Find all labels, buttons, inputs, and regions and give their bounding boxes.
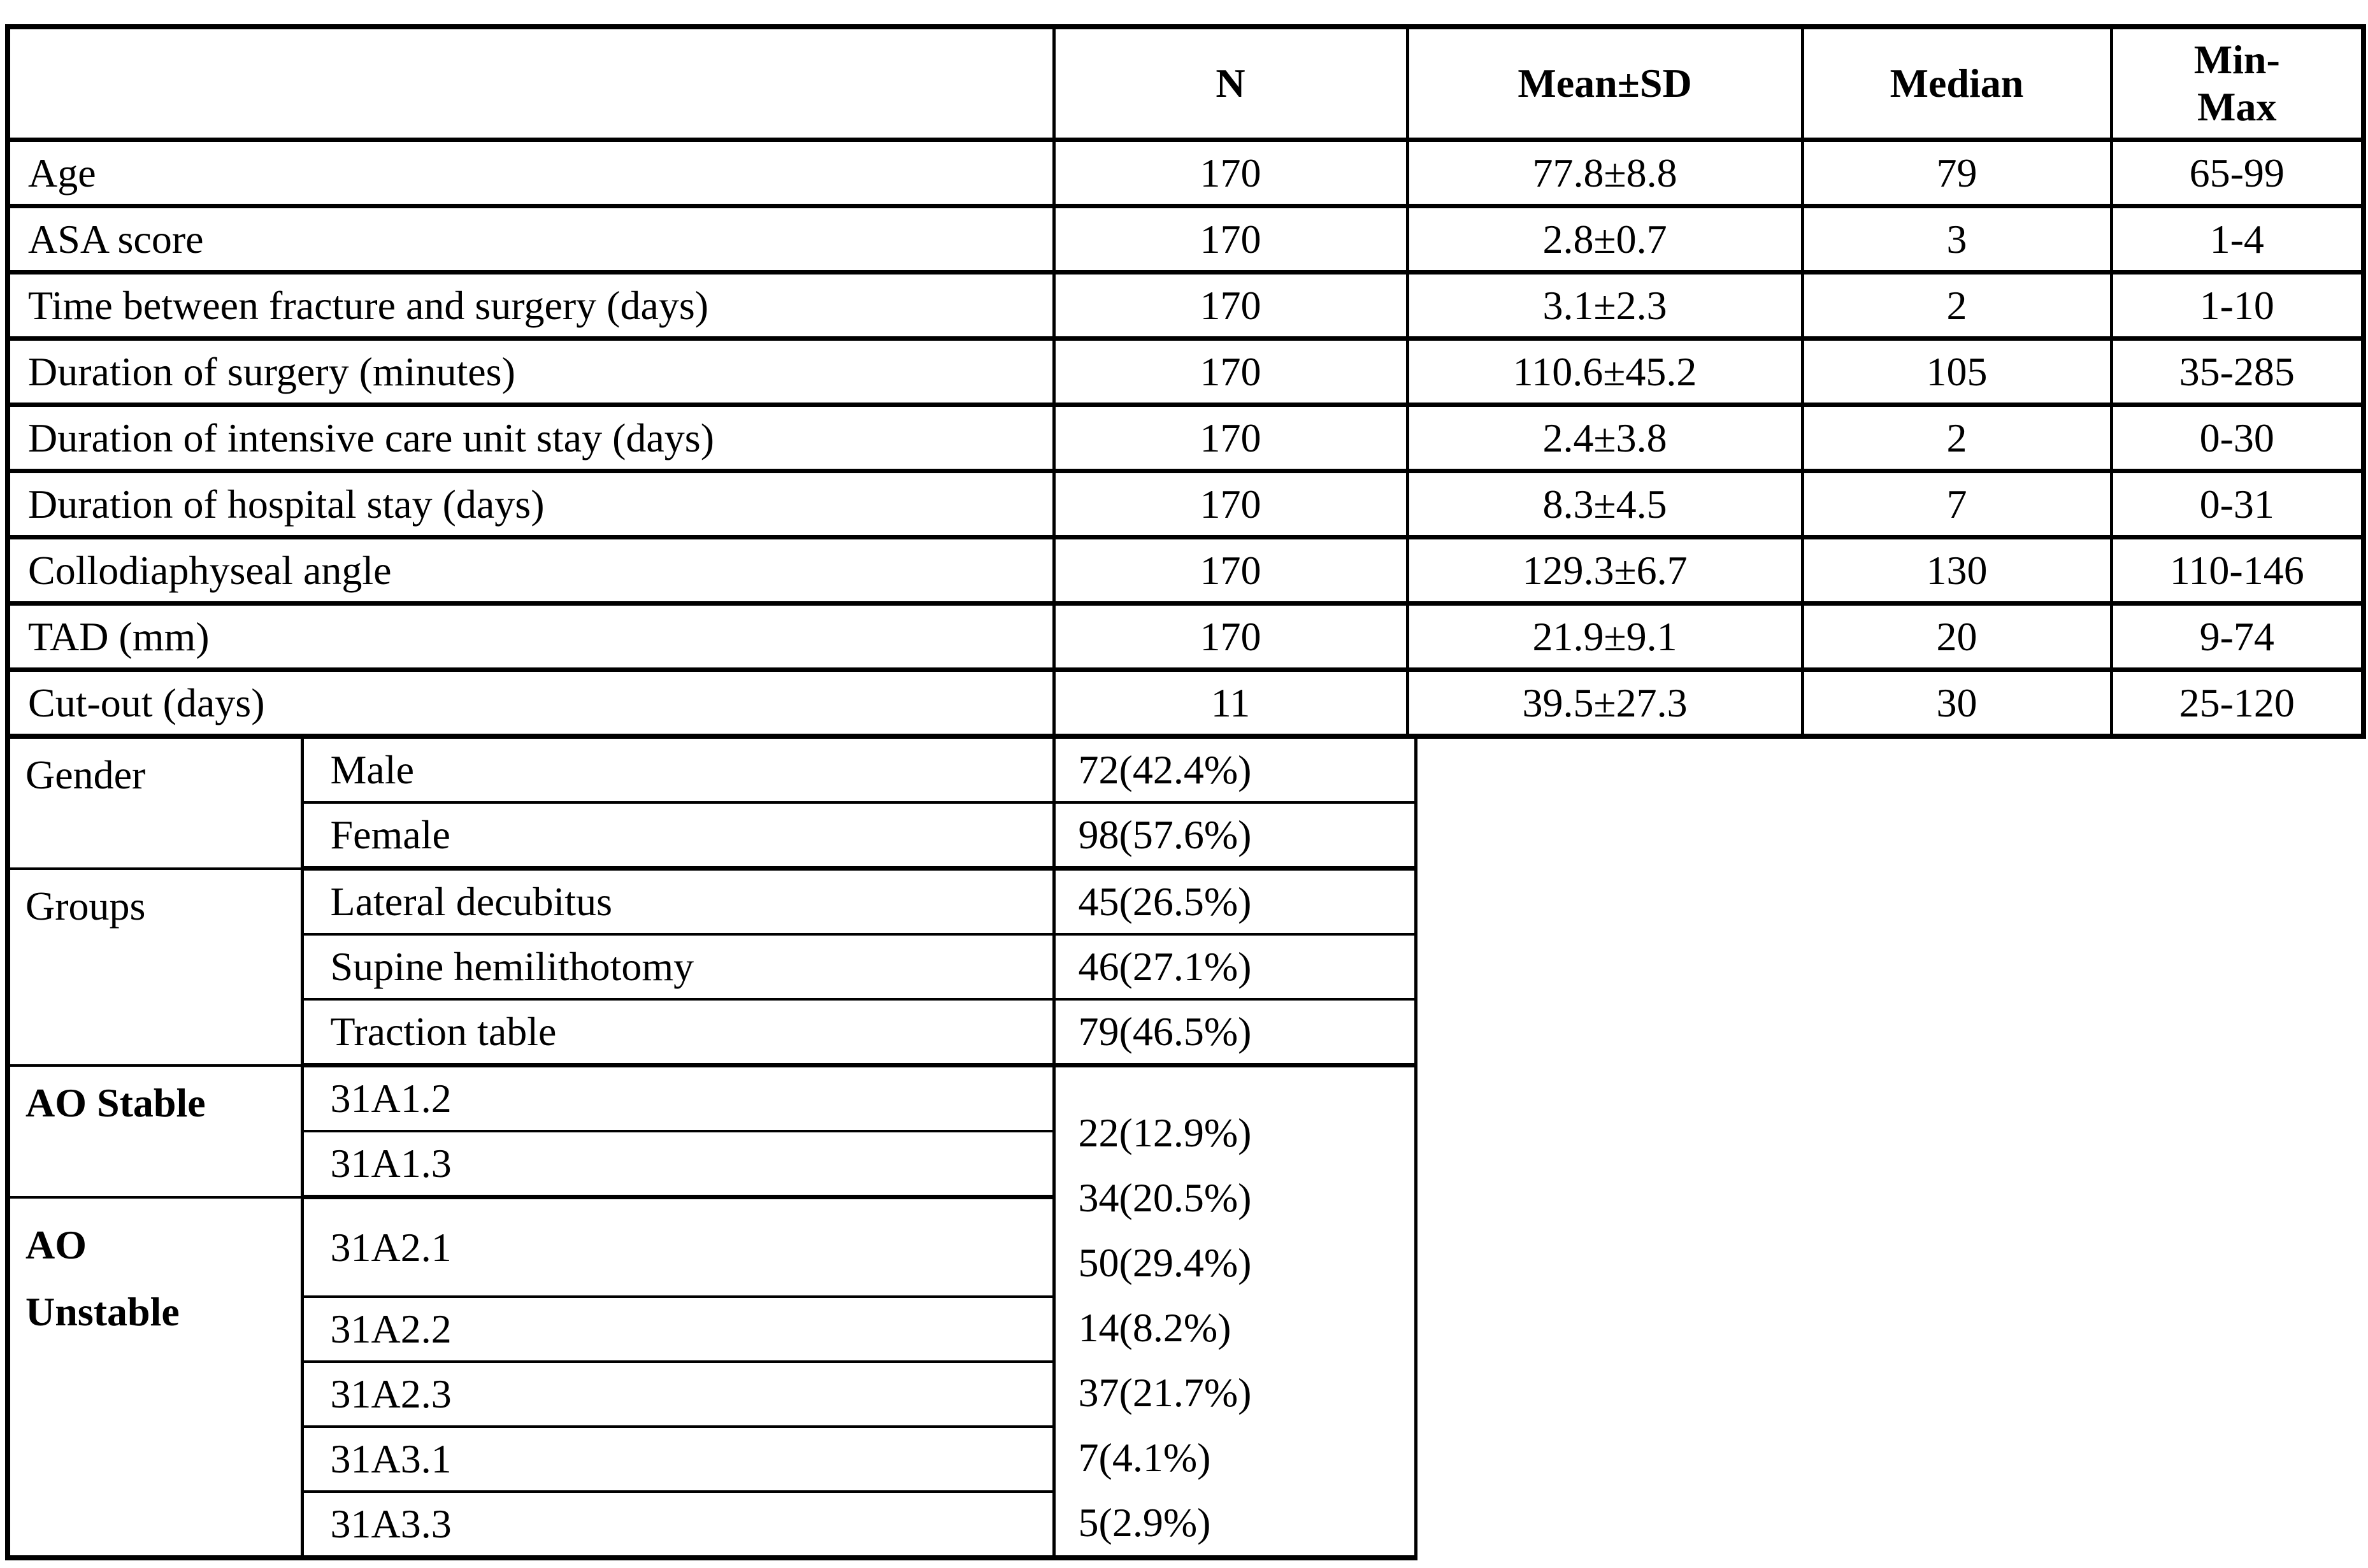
cell-min-max: 1-10 (2109, 270, 2365, 341)
cell-median: 105 (1800, 336, 2113, 407)
header-n: N (1052, 24, 1409, 142)
row-label: Duration of intensive care unit stay (da… (6, 403, 1056, 473)
item-label: Male (300, 739, 1056, 804)
cell-median: 2 (1800, 270, 2113, 341)
cell-mean-sd: 21.9±9.1 (1405, 601, 1804, 672)
table-row-surgery-duration: Duration of surgery (minutes) 170 110.6±… (6, 336, 2365, 407)
cell-n: 170 (1052, 535, 1409, 606)
header-row: N Mean±SD Median Min- Max (6, 24, 2365, 142)
item-value: 79(46.5%) (1052, 998, 1417, 1067)
cell-n: 170 (1052, 336, 1409, 407)
table-row-ao-31a31: 31A3.1 (8, 1425, 1416, 1493)
cell-n: 170 (1052, 270, 1409, 341)
item-value: 98(57.6%) (1052, 801, 1417, 871)
table-row-cut-out: Cut-out (days) 11 39.5±27.3 30 25-120 (6, 667, 2365, 739)
header-median: Median (1800, 24, 2113, 142)
table-row-ao-31a21: AO Unstable 31A2.1 (6, 1195, 1416, 1559)
row-label: Time between fracture and surgery (days) (6, 270, 1056, 341)
cell-mean-sd: 77.8±8.8 (1405, 138, 1804, 208)
table-row-tad: TAD (mm) 170 21.9±9.1 20 9-74 (6, 601, 2365, 672)
table-row-gender-male: Gender Male 72(42.4%) (6, 739, 1417, 870)
row-label: ASA score (6, 204, 1056, 274)
table-row-time-to-surgery: Time between fracture and surgery (days)… (6, 270, 2365, 341)
header-mean-sd: Mean±SD (1405, 24, 1804, 142)
cell-median: 79 (1800, 138, 2113, 208)
cell-n: 170 (1052, 469, 1409, 539)
cell-min-max: 0-31 (2109, 469, 2365, 539)
table-row-ao-31a23: 31A2.3 (8, 1360, 1416, 1428)
table-row-collodiaphyseal: Collodiaphyseal angle 170 129.3±6.7 130 … (6, 535, 2365, 606)
table-row-hospital-stay: Duration of hospital stay (days) 170 8.3… (6, 469, 2365, 539)
item-label: Supine hemilithotomy (300, 933, 1056, 1001)
cell-n: 170 (1052, 403, 1409, 473)
item-label: 31A1.2 (300, 1064, 1056, 1132)
cell-n: 11 (1052, 667, 1409, 739)
row-label: Duration of surgery (minutes) (6, 336, 1056, 407)
cell-n: 170 (1052, 601, 1409, 672)
row-label: Duration of hospital stay (days) (6, 469, 1056, 539)
item-value: 46(27.1%) (1052, 933, 1417, 1001)
cell-n: 170 (1052, 204, 1409, 274)
descriptive-stats-table: N Mean±SD Median Min- Max Age 170 77.8±8… (5, 24, 2366, 739)
cell-median: 30 (1800, 667, 2113, 739)
ao-values-cell: 22(12.9%) 34(20.5%) 50(29.4%) 14(8.2%) 3… (1052, 1064, 1417, 1559)
cell-mean-sd: 110.6±45.2 (1405, 336, 1804, 407)
header-empty-cell (6, 24, 1056, 142)
item-label: 31A1.3 (300, 1130, 1056, 1199)
cell-mean-sd: 129.3±6.7 (1405, 535, 1804, 606)
header-min-max: Min- Max (2109, 24, 2365, 142)
item-label: Traction table (300, 998, 1056, 1067)
cell-min-max: 35-285 (2109, 336, 2365, 407)
table-row-ao-31a22: 31A2.2 (8, 1295, 1416, 1363)
table-row-ao-31a12: AO Stable 31A1.2 22(12.9%) 34(20.5%) 50(… (6, 1064, 1417, 1559)
row-label: Cut-out (days) (6, 667, 1056, 739)
cell-mean-sd: 2.8±0.7 (1405, 204, 1804, 274)
table-row-group-supine: Supine hemilithotomy 46(27.1%) (8, 933, 1417, 1001)
cell-n: 170 (1052, 138, 1409, 208)
category-label-groups: Groups (6, 867, 304, 1067)
table-row-group-traction: Traction table 79(46.5%) (8, 998, 1417, 1067)
cell-min-max: 110-146 (2109, 535, 2365, 606)
table-row-asa: ASA score 170 2.8±0.7 3 1-4 (6, 204, 2365, 274)
row-label: Age (6, 138, 1056, 208)
item-value: 72(42.4%) (1052, 739, 1417, 804)
cell-median: 20 (1800, 601, 2113, 672)
cell-median: 7 (1800, 469, 2113, 539)
cell-mean-sd: 2.4±3.8 (1405, 403, 1804, 473)
item-label: 31A2.1 (300, 1195, 1056, 1298)
item-label: Lateral decubitus (300, 867, 1056, 936)
cell-min-max: 9-74 (2109, 601, 2365, 672)
cell-mean-sd: 39.5±27.3 (1405, 667, 1804, 739)
table-row-ao-31a13: 31A1.3 (8, 1130, 1416, 1199)
categorical-stats-table: Gender Male 72(42.4%) Female 98(57.6%) G… (5, 739, 1417, 1560)
item-value: 45(26.5%) (1052, 867, 1417, 936)
item-label: 31A3.3 (300, 1490, 1056, 1559)
row-label: Collodiaphyseal angle (6, 535, 1056, 606)
cell-median: 2 (1800, 403, 2113, 473)
item-label: 31A2.3 (300, 1360, 1056, 1428)
cell-median: 3 (1800, 204, 2113, 274)
cell-min-max: 65-99 (2109, 138, 2365, 208)
statistics-table-figure: N Mean±SD Median Min- Max Age 170 77.8±8… (5, 24, 2366, 1560)
table-row-icu-stay: Duration of intensive care unit stay (da… (6, 403, 2365, 473)
cell-min-max: 25-120 (2109, 667, 2365, 739)
cell-min-max: 1-4 (2109, 204, 2365, 274)
cell-median: 130 (1800, 535, 2113, 606)
table-row-ao-31a33: 31A3.3 (8, 1490, 1416, 1559)
cell-mean-sd: 3.1±2.3 (1405, 270, 1804, 341)
item-label: Female (300, 801, 1056, 871)
table-row-group-lateral: Groups Lateral decubitus 45(26.5%) (6, 867, 1417, 1067)
cell-min-max: 0-30 (2109, 403, 2365, 473)
table-row-age: Age 170 77.8±8.8 79 65-99 (6, 138, 2365, 208)
cell-mean-sd: 8.3±4.5 (1405, 469, 1804, 539)
item-label: 31A3.1 (300, 1425, 1056, 1493)
category-label-gender: Gender (6, 739, 304, 870)
category-label-ao-unstable: AO Unstable (6, 1195, 304, 1559)
table-row-gender-female: Female 98(57.6%) (8, 801, 1417, 871)
category-label-ao-stable: AO Stable (6, 1064, 304, 1199)
item-label: 31A2.2 (300, 1295, 1056, 1363)
row-label: TAD (mm) (6, 601, 1056, 672)
